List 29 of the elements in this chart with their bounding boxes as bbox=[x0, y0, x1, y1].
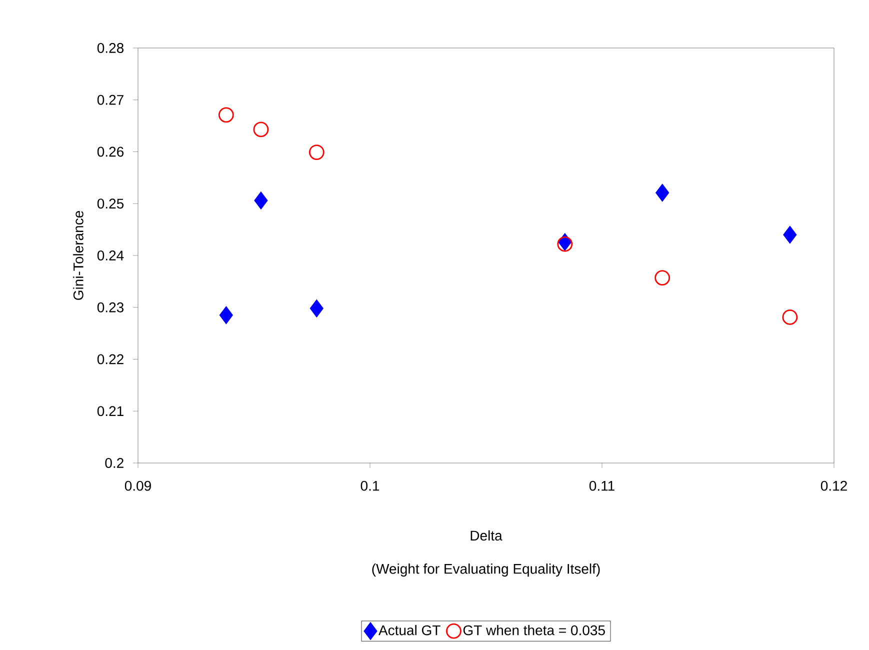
legend-label: GT when theta = 0.035 bbox=[463, 624, 605, 636]
y-tick-label: 0.25 bbox=[97, 198, 124, 209]
point bbox=[783, 226, 797, 244]
x-axis-title: Delta bbox=[470, 530, 502, 541]
y-tick-label: 0.24 bbox=[97, 250, 124, 260]
x-tick-label: 0.09 bbox=[124, 480, 151, 491]
y-tick-label: 0.28 bbox=[97, 43, 124, 53]
point bbox=[654, 270, 670, 286]
x-tick-label: 0.11 bbox=[589, 480, 614, 491]
text: (Weight for Evaluating Equality Itself) bbox=[372, 564, 600, 577]
point bbox=[656, 184, 670, 202]
point bbox=[308, 144, 324, 160]
y-axis-title: Gini-Tolerance bbox=[73, 210, 84, 300]
y-tick-label: 0.26 bbox=[97, 146, 124, 157]
x-tick-label: 0.1 bbox=[360, 480, 380, 491]
point bbox=[253, 122, 269, 138]
point bbox=[782, 310, 798, 325]
point bbox=[310, 300, 324, 318]
legend-label: Actual GT bbox=[378, 624, 440, 636]
y-tick-label: 0.22 bbox=[97, 354, 124, 364]
point bbox=[557, 236, 573, 252]
y-tick-label: 0.27 bbox=[97, 94, 124, 105]
y-tick-label: 0.2 bbox=[105, 458, 124, 468]
point bbox=[218, 107, 234, 123]
x-tick-label: 0.12 bbox=[820, 480, 847, 491]
point bbox=[254, 192, 268, 210]
y-tick-label: 0.23 bbox=[97, 302, 124, 312]
y-tick-label: 0.21 bbox=[97, 406, 124, 416]
point bbox=[219, 306, 233, 324]
